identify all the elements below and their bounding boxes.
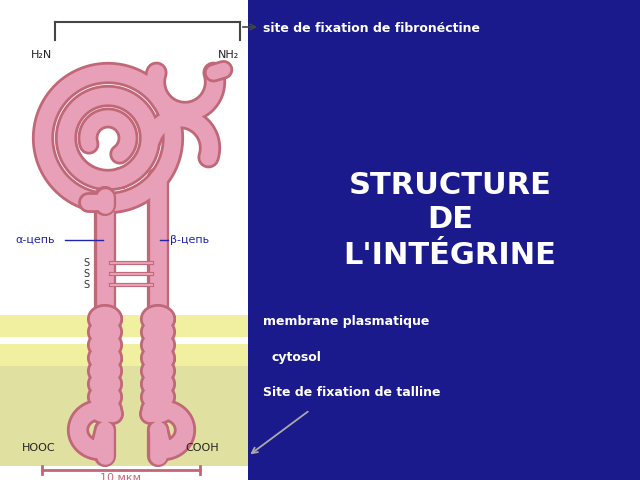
- Bar: [0, 337, 248, 344]
- Text: cytosol: cytosol: [271, 351, 321, 364]
- Bar: [0, 0, 248, 480]
- Text: Site de fixation de talline: Site de fixation de talline: [263, 386, 440, 399]
- Text: L'INTÉGRINE: L'INTÉGRINE: [344, 240, 556, 269]
- Text: DE: DE: [427, 205, 473, 235]
- Text: COOH: COOH: [185, 443, 219, 453]
- Text: 10 мкм: 10 мкм: [100, 473, 141, 480]
- Text: S: S: [84, 269, 90, 279]
- Text: NH₂: NH₂: [218, 50, 239, 60]
- Text: H₂N: H₂N: [31, 50, 52, 60]
- Bar: [0, 366, 248, 466]
- Text: β-цепь: β-цепь: [170, 235, 209, 245]
- Text: S: S: [84, 258, 90, 268]
- Text: α-цепь: α-цепь: [15, 235, 54, 245]
- Bar: [0, 344, 248, 366]
- Text: membrane plasmatique: membrane plasmatique: [263, 315, 429, 328]
- Text: HOOC: HOOC: [22, 443, 56, 453]
- Text: site de fixation de fibronéctine: site de fixation de fibronéctine: [263, 22, 480, 35]
- Bar: [0, 315, 248, 337]
- Text: S: S: [84, 280, 90, 290]
- Text: STRUCTURE: STRUCTURE: [349, 170, 552, 200]
